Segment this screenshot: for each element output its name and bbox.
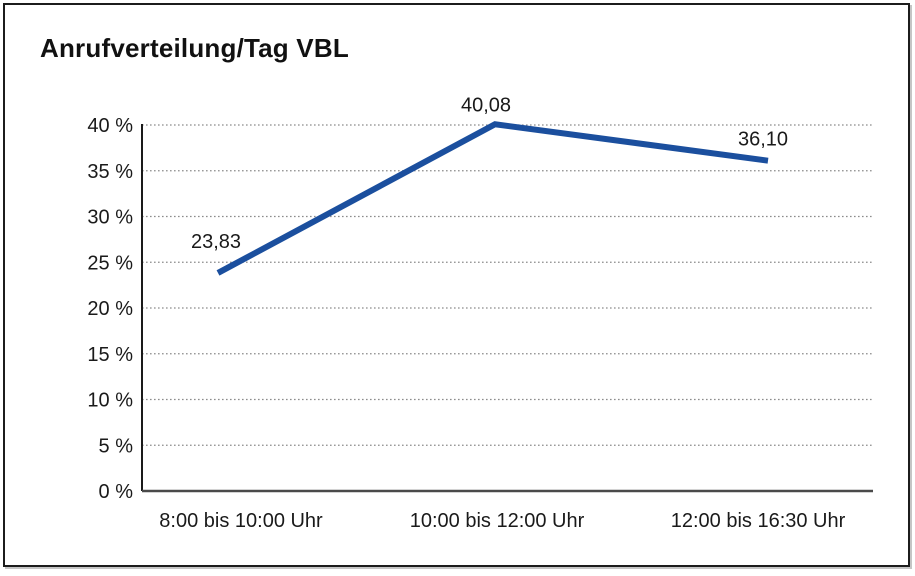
y-tick-label: 20 % [87,298,133,320]
x-category-label: 10:00 bis 12:00 Uhr [410,510,585,532]
y-tick-label: 35 % [87,161,133,183]
x-category-label: 8:00 bis 10:00 Uhr [159,510,323,532]
chart-frame: Anrufverteilung/Tag VBL 0 % 5 % 10 % 15 % 20… [3,3,910,567]
y-tick-label: 0 % [99,481,134,503]
data-line [216,121,769,276]
data-label: 23,83 [191,231,241,253]
data-label: 40,08 [461,94,511,116]
y-tick-label: 5 % [99,435,134,457]
y-tick-label: 15 % [87,344,133,366]
y-tick-label: 10 % [87,390,133,412]
chart-title: Anrufverteilung/Tag VBL [40,33,349,63]
data-label: 36,10 [738,129,788,151]
y-tick-label: 40 % [87,115,133,137]
y-tick-label: 30 % [87,207,133,229]
x-category-label: 12:00 bis 16:30 Uhr [671,510,846,532]
y-tick-label: 25 % [87,252,133,274]
